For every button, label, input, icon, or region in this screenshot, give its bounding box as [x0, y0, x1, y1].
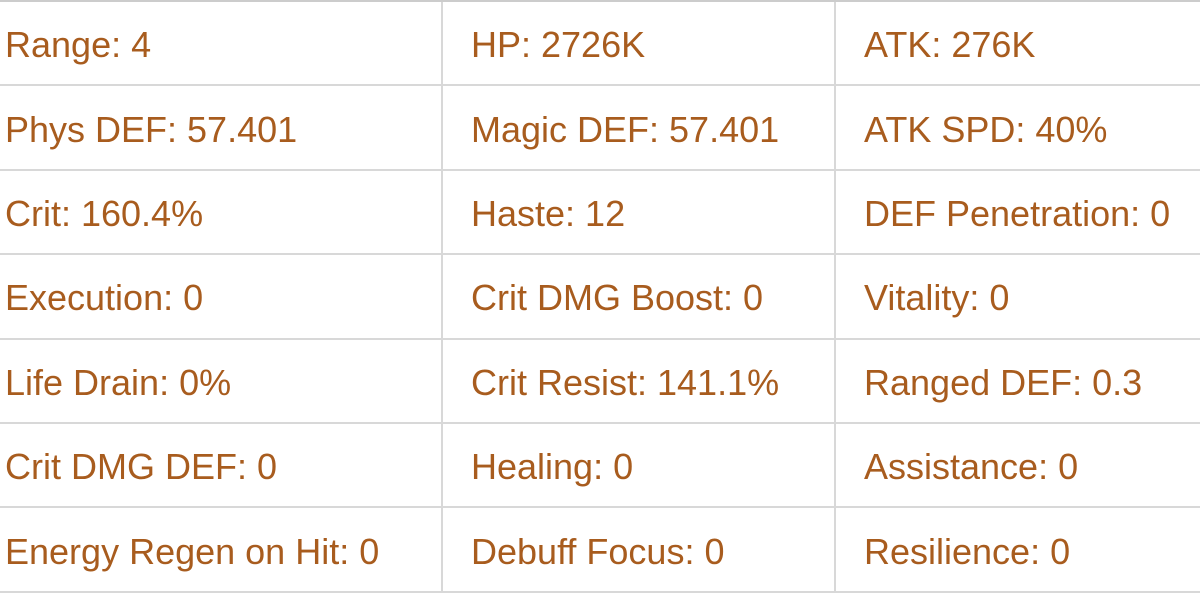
stat-cell-energy-regen-on-hit: Energy Regen on Hit: 0 [5, 530, 380, 572]
stat-cell-crit-resist: Crit Resist: 141.1% [441, 339, 834, 422]
stat-cell-resilience: Resilience: 0 [834, 508, 1200, 591]
stat-cell-haste: Haste: 12 [441, 170, 834, 254]
stat-cell-assistance: Assistance: 0 [834, 423, 1200, 507]
stat-cell-debuff-focus: Debuff Focus: 0 [441, 508, 834, 591]
table-row: Range: 4 HP: 2726K ATK: 276K [0, 2, 1200, 87]
stat-cell-crit-dmg-boost: Crit DMG Boost: 0 [441, 255, 834, 338]
stat-cell-hp: HP: 2726K [441, 2, 834, 85]
stat-cell-life-drain: Life Drain: 0% [5, 361, 232, 403]
table-row: Execution: 0 Crit DMG Boost: 0 Vitality:… [0, 255, 1200, 340]
stat-cell-crit-dmg-def: Crit DMG DEF: 0 [5, 446, 278, 488]
table-row: Energy Regen on Hit: 0 Debuff Focus: 0 R… [0, 508, 1200, 593]
stat-cell-magic-def: Magic DEF: 57.401 [441, 86, 834, 169]
table-row: Crit: 160.4% Haste: 12 DEF Penetration: … [0, 170, 1200, 256]
stat-cell-vitality: Vitality: 0 [834, 255, 1200, 338]
table-row: Life Drain: 0% Crit Resist: 141.1% Range… [0, 339, 1200, 424]
stat-cell-execution: Execution: 0 [5, 277, 204, 319]
stat-cell-healing: Healing: 0 [441, 423, 834, 507]
table-row: Phys DEF: 57.401 Magic DEF: 57.401 ATK S… [0, 86, 1200, 171]
stat-cell-range: Range: 4 [5, 24, 152, 66]
stat-cell-atk-spd: ATK SPD: 40% [834, 86, 1200, 169]
stat-cell-atk: ATK: 276K [834, 2, 1200, 85]
stat-cell-ranged-def: Ranged DEF: 0.3 [834, 339, 1200, 422]
stat-cell-phys-def: Phys DEF: 57.401 [5, 108, 298, 150]
table-row: Crit DMG DEF: 0 Healing: 0 Assistance: 0 [0, 423, 1200, 509]
stat-cell-crit: Crit: 160.4% [5, 192, 204, 234]
stat-cell-def-penetration: DEF Penetration: 0 [834, 170, 1200, 254]
